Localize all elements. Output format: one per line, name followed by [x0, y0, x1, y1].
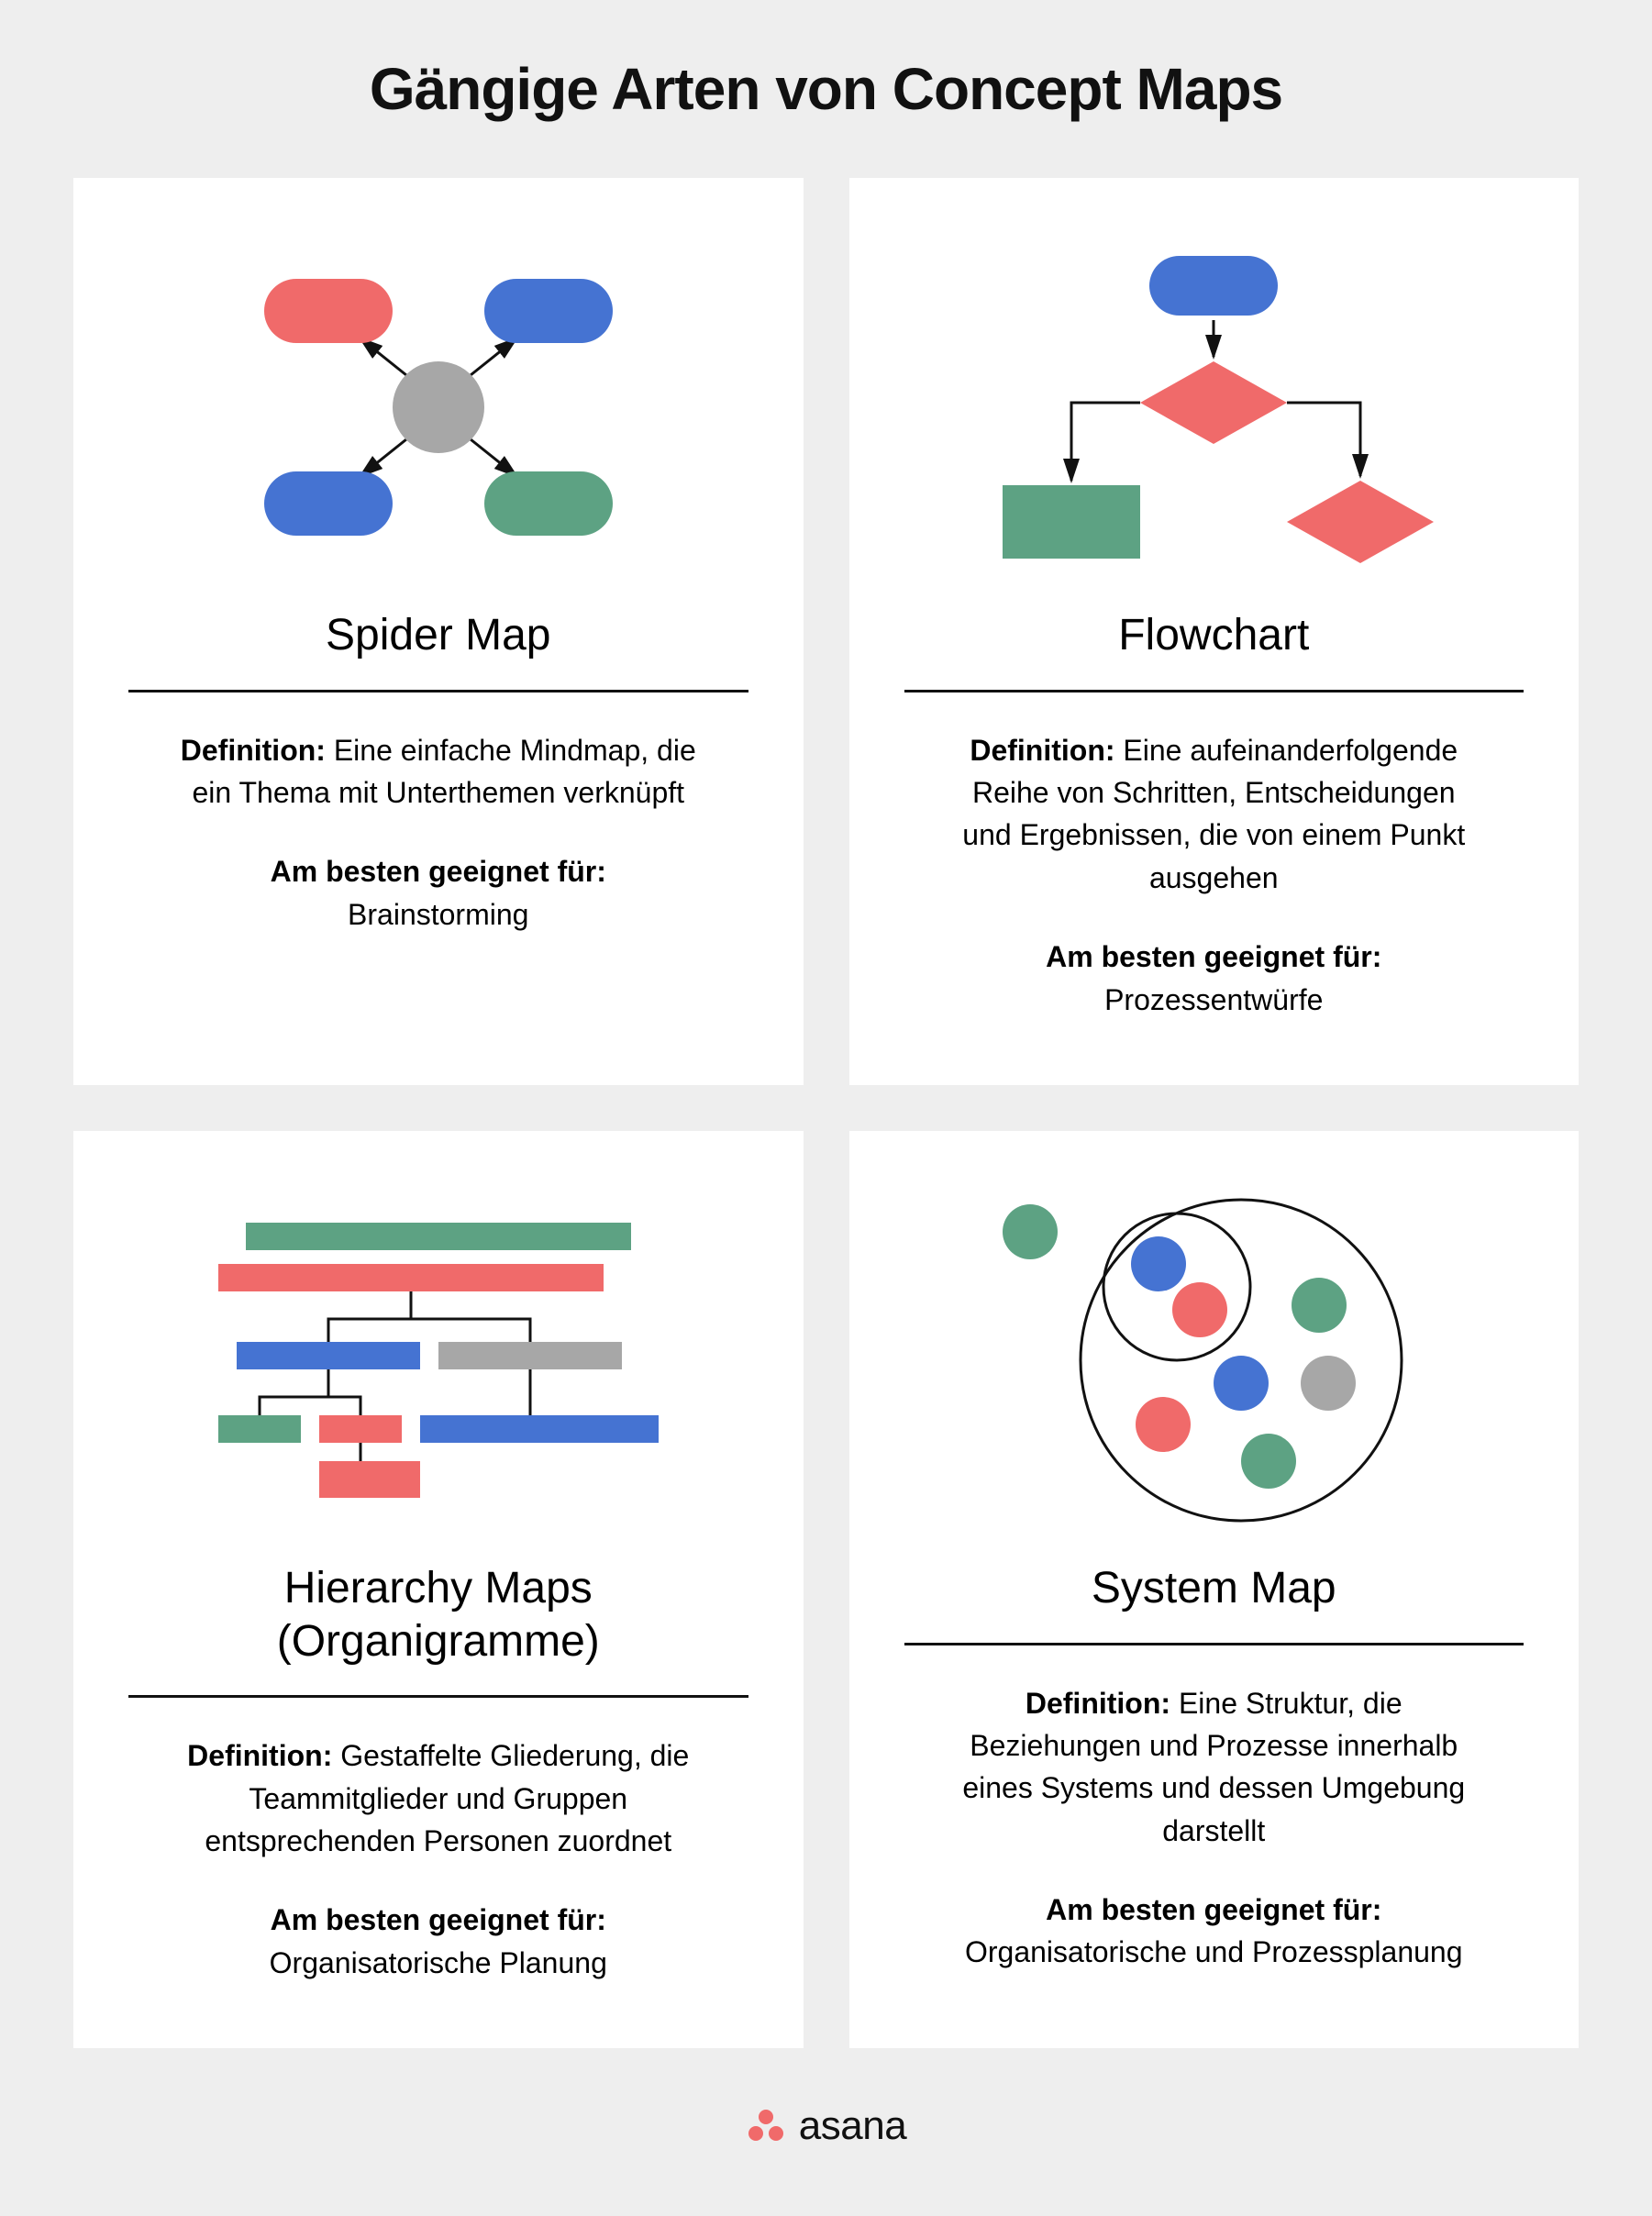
card-system: System Map Definition: Eine Struktur, di…	[849, 1131, 1580, 2048]
def-label: Definition:	[181, 734, 326, 767]
card-system-best: Am besten geeignet für: Organisatorische…	[965, 1889, 1463, 1974]
card-hierarchy: Hierarchy Maps (Organigramme) Definition…	[73, 1131, 804, 2048]
def-label: Definition:	[970, 734, 1114, 767]
divider	[904, 1643, 1524, 1645]
spider-diagram	[128, 224, 748, 591]
card-flowchart-best: Am besten geeignet für: Prozessentwürfe	[1046, 936, 1381, 1021]
hierarchy-diagram	[128, 1177, 748, 1544]
card-system-title: System Map	[1092, 1562, 1336, 1615]
best-text: Organisatorische und Prozessplanung	[965, 1935, 1463, 1968]
card-hierarchy-title: Hierarchy Maps (Organigramme)	[128, 1562, 748, 1668]
best-label: Am besten geeignet für:	[1046, 1893, 1381, 1926]
card-hierarchy-best: Am besten geeignet für: Organisatorische…	[270, 1899, 607, 1984]
card-spider-title: Spider Map	[326, 609, 550, 662]
card-hierarchy-def: Definition: Gestaffelte Gliederung, die …	[172, 1734, 704, 1862]
card-spider-best: Am besten geeignet für: Brainstorming	[271, 850, 606, 936]
system-diagram	[904, 1177, 1524, 1544]
best-text: Prozessentwürfe	[1104, 983, 1323, 1016]
page-title: Gängige Arten von Concept Maps	[73, 55, 1579, 123]
best-label: Am besten geeignet für:	[271, 1903, 606, 1936]
flowchart-diagram	[904, 224, 1524, 591]
divider	[904, 690, 1524, 692]
def-label: Definition:	[187, 1739, 332, 1772]
cards-grid: Spider Map Definition: Eine einfache Min…	[73, 178, 1579, 2048]
card-spider-def: Definition: Eine einfache Mindmap, die e…	[172, 729, 704, 814]
card-flowchart: Flowchart Definition: Eine aufeinanderfo…	[849, 178, 1580, 1085]
asana-logo: asana	[73, 2103, 1579, 2149]
divider	[128, 1695, 748, 1698]
best-text: Organisatorische Planung	[270, 1946, 607, 1979]
card-system-def: Definition: Eine Struktur, die Beziehung…	[948, 1682, 1480, 1853]
asana-logo-text: asana	[799, 2103, 906, 2149]
def-label: Definition:	[1026, 1687, 1170, 1720]
divider	[128, 690, 748, 692]
best-label: Am besten geeignet für:	[271, 855, 606, 888]
card-flowchart-title: Flowchart	[1118, 609, 1309, 662]
card-spider: Spider Map Definition: Eine einfache Min…	[73, 178, 804, 1085]
best-label: Am besten geeignet für:	[1046, 940, 1381, 973]
best-text: Brainstorming	[348, 898, 528, 931]
asana-logo-icon	[746, 2108, 786, 2144]
card-flowchart-def: Definition: Eine aufeinanderfolgende Rei…	[948, 729, 1480, 900]
